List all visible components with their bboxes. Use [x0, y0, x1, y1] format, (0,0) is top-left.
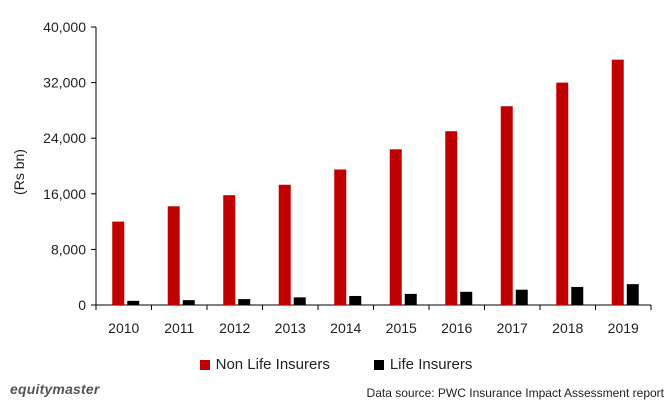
- bar-life: [238, 299, 251, 305]
- legend-swatch-life: [373, 359, 384, 370]
- bar-non-life: [611, 59, 624, 305]
- y-tick-label: 32,000: [43, 75, 86, 91]
- x-axis: 2010 2011 2012 2013 2014 2015 2016 2017 2018 2019: [95, 304, 652, 336]
- bar-non-life: [278, 184, 291, 305]
- bars: [112, 59, 639, 305]
- bar-non-life: [389, 149, 402, 305]
- y-tick-label: 8,000: [51, 241, 86, 257]
- bar-non-life: [556, 82, 569, 305]
- x-tick-label: 2017: [497, 320, 528, 336]
- legend-swatch-non-life: [199, 359, 210, 370]
- x-tick-label: 2014: [330, 320, 361, 336]
- legend-item-life: Life Insurers: [373, 356, 473, 373]
- bar-life: [571, 286, 584, 305]
- x-tick-label: 2011: [164, 320, 194, 336]
- legend-label-life: Life Insurers: [389, 356, 473, 373]
- bar-non-life: [500, 106, 513, 305]
- bar-life: [349, 295, 362, 305]
- bar-life: [515, 289, 528, 305]
- bar-non-life: [167, 206, 180, 305]
- y-tick-label: 24,000: [43, 130, 86, 146]
- brand-logo: equitymaster: [10, 381, 100, 397]
- bar-life: [626, 284, 639, 305]
- data-source-note: Data source: PWC Insurance Impact Assess…: [366, 386, 664, 400]
- x-tick-label: 2018: [552, 320, 583, 336]
- bar-non-life: [445, 131, 458, 305]
- y-tick-label: 16,000: [43, 186, 86, 202]
- x-tick-label: 2013: [275, 320, 306, 336]
- y-axis: 0 8,000 16,000 24,000 32,000 40,000: [43, 19, 97, 313]
- y-tick-label: 0: [78, 297, 86, 313]
- bar-life: [293, 297, 306, 305]
- bar-non-life: [334, 169, 347, 305]
- x-tick-label: 2010: [108, 320, 139, 336]
- bar-life: [460, 291, 473, 305]
- x-tick-label: 2016: [441, 320, 472, 336]
- y-tick-label: 40,000: [43, 19, 86, 35]
- legend-item-non-life: Non Life Insurers: [199, 356, 330, 373]
- bar-life: [127, 300, 140, 305]
- bar-life: [404, 293, 417, 305]
- legend-label-non-life: Non Life Insurers: [215, 356, 330, 373]
- x-tick-label: 2015: [386, 320, 417, 336]
- bar-life: [182, 300, 195, 305]
- bar-non-life: [112, 221, 125, 305]
- legend: Non Life Insurers Life Insurers: [0, 356, 672, 373]
- y-axis-label: (Rs bn): [11, 149, 27, 195]
- x-tick-label: 2012: [219, 320, 250, 336]
- bar-non-life: [223, 195, 236, 305]
- x-tick-label: 2019: [608, 320, 639, 336]
